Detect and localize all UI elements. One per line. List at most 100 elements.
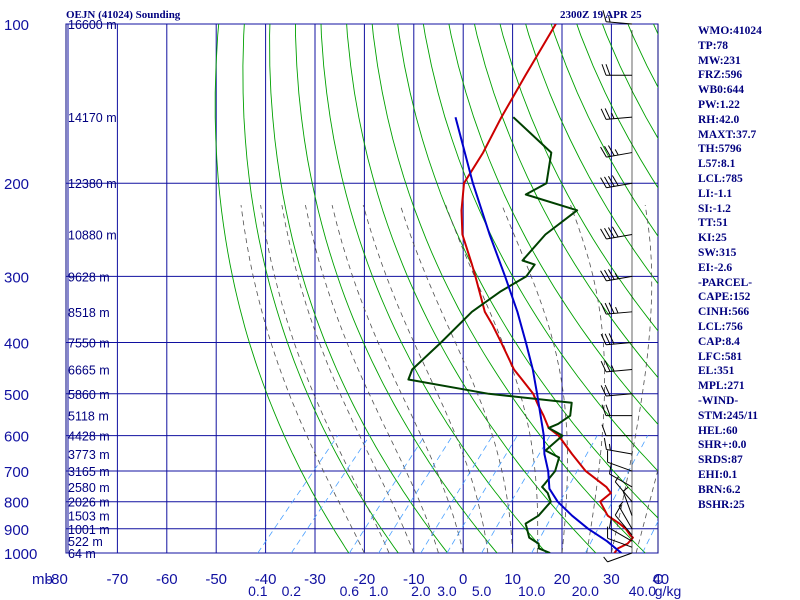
wind-barb-staff bbox=[618, 506, 633, 530]
plot-frame bbox=[65, 23, 659, 554]
wind-barb-full bbox=[608, 516, 613, 529]
wind-barb-staff bbox=[607, 552, 633, 563]
index-line: STM:245/11 bbox=[698, 409, 759, 422]
index-line: LFC:581 bbox=[698, 350, 743, 363]
height-label: 1503 m bbox=[68, 510, 110, 524]
index-line: EHI:0.1 bbox=[698, 468, 738, 481]
height-label: 9628 m bbox=[68, 270, 110, 284]
wind-barb-full bbox=[607, 227, 615, 238]
dry-adiabat-line bbox=[550, 24, 658, 237]
mixing-ratio-label: 0.6 bbox=[340, 583, 360, 599]
wind-barb-full bbox=[601, 424, 607, 436]
mixing-ratio-line bbox=[378, 435, 453, 553]
wind-barb-staff bbox=[606, 116, 633, 120]
index-line: L57:8.1 bbox=[698, 158, 736, 171]
wind-barb-half bbox=[618, 501, 624, 507]
sounding-time: 2300Z 19 APR 25 bbox=[560, 9, 642, 21]
wind-barb-staff bbox=[606, 182, 633, 189]
moist-adiabat-line bbox=[445, 204, 539, 553]
height-label: 10880 m bbox=[68, 229, 117, 243]
mixing-ratio-line bbox=[257, 435, 339, 553]
dry-adiabat-line bbox=[499, 24, 658, 332]
mixing-ratio-label: 5.0 bbox=[472, 583, 492, 599]
wind-barb-full bbox=[605, 404, 611, 416]
temperature-tick-label: 40 bbox=[652, 571, 669, 588]
index-line: BRN:6.2 bbox=[698, 483, 741, 496]
dry-adiabat-line bbox=[295, 24, 498, 553]
index-line: TT:51 bbox=[698, 217, 728, 230]
wind-barb-full bbox=[600, 177, 607, 189]
height-label: 7550 m bbox=[68, 336, 110, 350]
index-line: MAXT:37.7 bbox=[698, 128, 757, 141]
mixing-ratio-line bbox=[481, 435, 551, 553]
wind-barb-full bbox=[604, 176, 611, 188]
wind-barb-staff bbox=[606, 369, 633, 373]
height-label: 14170 m bbox=[68, 111, 117, 125]
index-line: EI:-2.6 bbox=[698, 261, 733, 274]
wind-barb-half bbox=[611, 365, 615, 372]
index-line: WMO:41024 bbox=[698, 25, 762, 37]
wind-barb-full bbox=[602, 10, 607, 22]
mixing-ratio-label: 1.0 bbox=[369, 583, 389, 599]
pressure-unit-label: mb bbox=[32, 571, 53, 588]
pressure-tick-label: 600 bbox=[4, 429, 29, 446]
moist-adiabat-line bbox=[281, 205, 415, 553]
mixing-ratio-label: 20.0 bbox=[572, 583, 599, 599]
height-label: 5118 m bbox=[68, 410, 109, 424]
adiabat-lines bbox=[214, 24, 658, 553]
dry-adiabat-line bbox=[214, 24, 350, 553]
wind-barb-half bbox=[615, 307, 619, 314]
mixing-ratio-line bbox=[420, 435, 493, 553]
mixing-ratio-unit-label: g/kg bbox=[655, 583, 681, 599]
moist-adiabat-line bbox=[260, 205, 390, 553]
wind-barb-staff bbox=[606, 21, 633, 25]
wind-barb-full bbox=[605, 64, 611, 76]
dry-adiabat-line bbox=[269, 24, 449, 553]
wind-barb-staff bbox=[606, 311, 633, 315]
height-label: 4428 m bbox=[68, 430, 110, 444]
index-line: EL:351 bbox=[698, 365, 735, 378]
height-label: 3773 m bbox=[68, 448, 110, 462]
wind-barb-staff bbox=[607, 537, 633, 548]
temperature-tick-label: -40 bbox=[255, 571, 277, 588]
wind-barb-staff bbox=[606, 275, 633, 282]
wind-barb-full bbox=[603, 437, 607, 450]
wind-barb-full bbox=[600, 228, 607, 240]
index-line: MPL:271 bbox=[698, 380, 745, 393]
height-label: 3165 m bbox=[68, 465, 110, 479]
mixing-ratio-line bbox=[290, 435, 371, 553]
wind-barb-half bbox=[622, 486, 629, 492]
index-line: CAPE:152 bbox=[698, 291, 751, 304]
dry-adiabat-line bbox=[474, 24, 658, 379]
wind-barb-full bbox=[600, 146, 607, 158]
temperature-tick-label: -50 bbox=[205, 571, 227, 588]
moist-adiabat-line bbox=[570, 204, 605, 553]
height-label: 2026 m bbox=[68, 496, 110, 510]
moist-adiabat-line bbox=[331, 205, 464, 553]
wind-barb-full bbox=[600, 385, 607, 397]
temperature-tick-label: -30 bbox=[304, 571, 326, 588]
wind-barb-full bbox=[604, 108, 611, 120]
pressure-tick-label: 300 bbox=[4, 269, 29, 286]
wind-barb-full bbox=[604, 227, 611, 239]
wind-barbs bbox=[600, 10, 633, 563]
wind-barb-full bbox=[607, 269, 615, 280]
mixing-ratio-label: 2.0 bbox=[411, 583, 431, 599]
index-line: CAP:8.4 bbox=[698, 335, 740, 348]
pressure-tick-label: 900 bbox=[4, 522, 29, 539]
wind-barb-full bbox=[600, 270, 607, 282]
temperature-tick-label: 20 bbox=[554, 571, 571, 588]
parcel-line bbox=[454, 116, 622, 553]
dry-adiabat-line bbox=[397, 24, 658, 519]
grid-lines bbox=[65, 23, 659, 554]
pressure-tick-label: 1000 bbox=[4, 546, 37, 563]
wind-barb-staff bbox=[609, 527, 633, 542]
index-line: KI:25 bbox=[698, 232, 727, 245]
wind-barb-full bbox=[604, 145, 611, 157]
station-title: OEJN (41024) Sounding bbox=[66, 9, 181, 21]
pressure-tick-label: 400 bbox=[4, 335, 29, 352]
index-line: SHR+:0.0 bbox=[698, 439, 747, 452]
height-label: 64 m bbox=[68, 547, 96, 561]
wind-barb-staff bbox=[607, 461, 633, 472]
